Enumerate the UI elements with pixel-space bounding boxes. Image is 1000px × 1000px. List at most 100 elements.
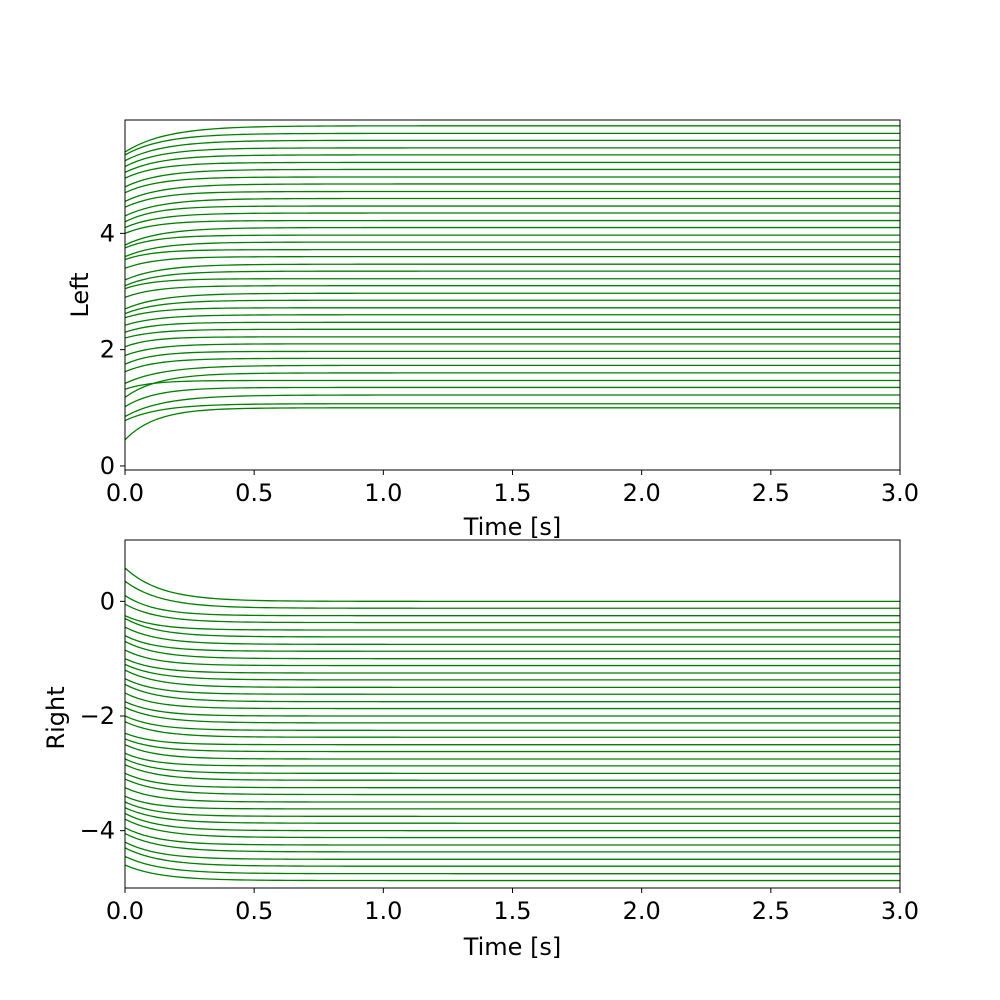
right-x-tick-label-4: 1.5 bbox=[493, 897, 531, 925]
left-series-line-37 bbox=[124, 147, 900, 168]
right-series-line-21 bbox=[124, 732, 900, 746]
left-series-line-35 bbox=[124, 161, 900, 179]
right-series-line-36 bbox=[124, 832, 900, 853]
left-series-line-10 bbox=[124, 343, 900, 357]
left-series-line-34 bbox=[124, 168, 900, 188]
right-series-line-12 bbox=[124, 663, 900, 681]
right-y-tick-label-1: 0 bbox=[100, 587, 115, 615]
left-x-tick-label-3: 1.0 bbox=[364, 479, 402, 507]
right-series-line-25 bbox=[124, 758, 900, 774]
left-series-line-26 bbox=[124, 226, 900, 246]
left-y-tick-label-1: 0 bbox=[100, 452, 115, 480]
left-y-tick-label-3: 4 bbox=[100, 219, 115, 247]
left-series-line-19 bbox=[124, 278, 900, 290]
left-series-line-28 bbox=[124, 212, 900, 229]
left-series-line-5 bbox=[124, 379, 900, 390]
left-x-tick-label-5: 2.0 bbox=[623, 479, 661, 507]
right-x-tick-label-2: 0.5 bbox=[235, 897, 273, 925]
left-series-line-8 bbox=[124, 357, 900, 373]
left-x-tick-label-7: 3.0 bbox=[881, 479, 919, 507]
left-series-line-7 bbox=[124, 364, 900, 384]
right-series-line-20 bbox=[124, 721, 900, 738]
left-ticks: 0.0 0.5 1.0 1.5 2.0 2.5 3.0 0 2 4 bbox=[100, 219, 919, 507]
right-series-line-34 bbox=[124, 818, 900, 839]
left-x-axis-label: Time [s] bbox=[463, 513, 562, 541]
right-ticks: 0.0 0.5 1.0 1.5 2.0 2.5 3.0 0 −2 −4 bbox=[80, 587, 919, 925]
right-series-line-10 bbox=[124, 649, 900, 667]
left-series-line-38 bbox=[124, 139, 900, 162]
left-series-line-2 bbox=[124, 403, 900, 422]
left-series-line-39 bbox=[124, 132, 900, 156]
left-x-tick-label-1: 0.0 bbox=[106, 479, 144, 507]
left-series-line-4 bbox=[124, 386, 900, 408]
left-series-line-11 bbox=[124, 336, 900, 348]
right-y-tick-label-3: −4 bbox=[80, 817, 115, 845]
right-panel: 0.0 0.5 1.0 1.5 2.0 2.5 3.0 0 −2 −4 Time [s] Righ… bbox=[42, 539, 919, 961]
right-series-line-18 bbox=[124, 706, 900, 724]
left-series-line-31 bbox=[124, 190, 900, 208]
left-series-line-18 bbox=[124, 285, 900, 298]
left-x-tick-label-6: 2.5 bbox=[752, 479, 790, 507]
left-series-line-40 bbox=[124, 125, 900, 153]
right-series-line-7 bbox=[124, 626, 900, 645]
left-series-line-12 bbox=[124, 328, 900, 339]
right-x-tick-label-6: 2.5 bbox=[752, 897, 790, 925]
left-series-line-13 bbox=[124, 321, 900, 333]
right-series-line-32 bbox=[124, 807, 900, 824]
left-series-line-25 bbox=[124, 234, 900, 249]
left-series-line-21 bbox=[124, 263, 900, 281]
right-series-line-39 bbox=[124, 855, 900, 875]
right-series-line-29 bbox=[124, 787, 900, 803]
right-series-line-30 bbox=[124, 795, 900, 810]
left-series-line-22 bbox=[124, 255, 900, 269]
left-y-tick-label-2: 2 bbox=[100, 336, 115, 364]
left-series-line-33 bbox=[124, 176, 900, 194]
left-series-line-20 bbox=[124, 270, 900, 287]
right-series-line-4 bbox=[124, 603, 900, 624]
left-series-line-14 bbox=[124, 314, 900, 326]
right-series-line-13 bbox=[124, 669, 900, 688]
right-series-line-24 bbox=[124, 752, 900, 767]
right-series-line-6 bbox=[124, 617, 900, 638]
right-series-line-23 bbox=[124, 744, 900, 760]
right-series-line-35 bbox=[124, 827, 900, 846]
left-series-line-24 bbox=[124, 241, 900, 258]
left-series-line-15 bbox=[124, 307, 900, 319]
right-series-line-16 bbox=[124, 692, 900, 710]
right-series-line-22 bbox=[124, 738, 900, 753]
left-series-line-23 bbox=[124, 248, 900, 261]
right-y-axis-label: Right bbox=[42, 686, 70, 749]
right-series-line-17 bbox=[124, 701, 900, 717]
right-series-line-38 bbox=[124, 847, 900, 867]
right-x-tick-label-5: 2.0 bbox=[623, 897, 661, 925]
right-series-line-15 bbox=[124, 683, 900, 703]
left-series-lines bbox=[124, 125, 900, 441]
left-x-tick-label-2: 0.5 bbox=[235, 479, 273, 507]
right-series-line-11 bbox=[124, 658, 900, 674]
right-series-line-9 bbox=[124, 640, 900, 660]
right-series-line-31 bbox=[124, 801, 900, 817]
left-y-axis-label: Left bbox=[66, 272, 94, 317]
left-series-line-27 bbox=[124, 219, 900, 234]
right-series-line-28 bbox=[124, 778, 900, 796]
left-series-line-6 bbox=[124, 372, 900, 398]
right-series-line-33 bbox=[124, 812, 900, 832]
right-x-tick-label-1: 0.0 bbox=[106, 897, 144, 925]
right-series-line-3 bbox=[124, 595, 900, 617]
right-series-line-19 bbox=[124, 715, 900, 731]
right-series-line-27 bbox=[124, 772, 900, 789]
right-series-line-37 bbox=[124, 841, 900, 860]
left-series-line-3 bbox=[124, 394, 900, 418]
right-x-axis-label: Time [s] bbox=[463, 933, 562, 961]
left-series-line-32 bbox=[124, 183, 900, 202]
right-series-line-8 bbox=[124, 635, 900, 652]
right-x-tick-label-3: 1.0 bbox=[364, 897, 402, 925]
left-x-tick-label-4: 1.5 bbox=[493, 479, 531, 507]
right-series-lines bbox=[124, 567, 900, 882]
left-series-line-1 bbox=[124, 407, 900, 441]
right-series-line-14 bbox=[124, 678, 900, 695]
left-series-line-16 bbox=[124, 299, 900, 315]
right-x-tick-label-7: 3.0 bbox=[881, 897, 919, 925]
right-series-line-1 bbox=[124, 567, 900, 602]
